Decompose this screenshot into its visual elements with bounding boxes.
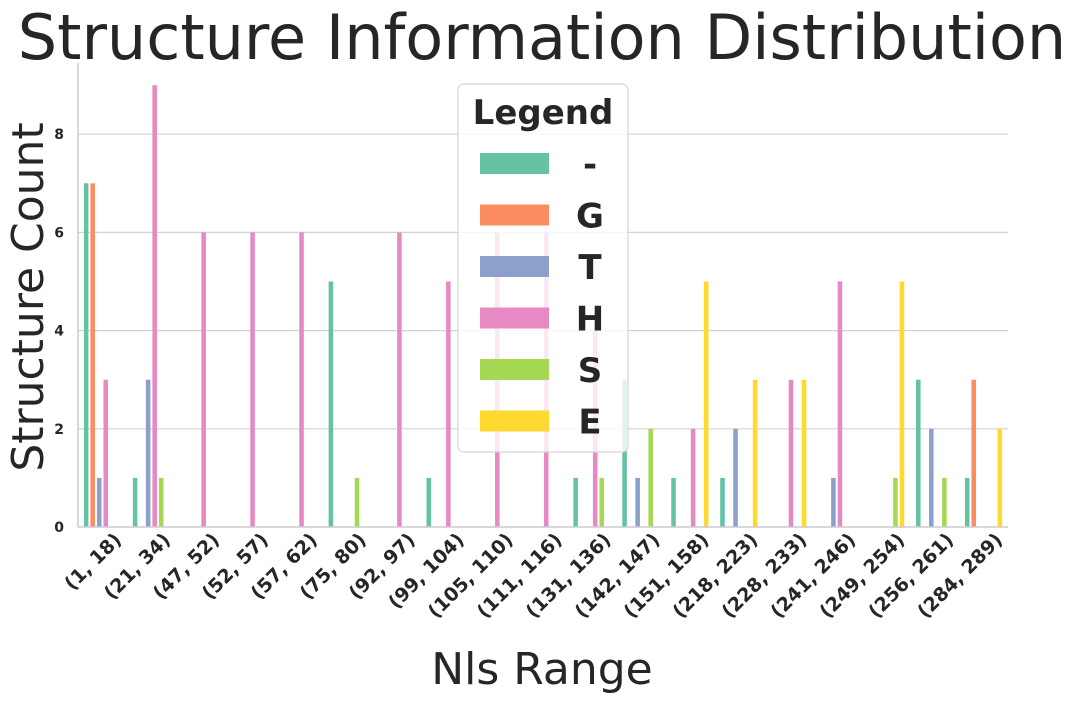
y-axis-label: Structure Count <box>3 122 54 471</box>
bar <box>299 232 304 527</box>
legend-swatch <box>480 153 549 174</box>
legend-swatch <box>480 256 549 277</box>
legend-label: S <box>578 351 603 391</box>
legend-swatch <box>480 410 549 432</box>
legend-label: G <box>576 197 604 237</box>
bar <box>997 428 1003 527</box>
bar <box>893 477 898 527</box>
y-tick-label: 6 <box>54 225 64 241</box>
bar <box>354 477 360 527</box>
bar <box>671 477 676 527</box>
bar <box>446 281 451 527</box>
x-axis-label: Nls Range <box>431 644 653 695</box>
bar <box>801 379 807 527</box>
y-tick-label: 8 <box>54 127 64 143</box>
y-tick-labels: 0 2 4 6 8 <box>54 127 64 536</box>
legend-label: - <box>583 145 597 185</box>
y-tick-label: 0 <box>54 520 64 536</box>
bar <box>397 232 402 527</box>
bar <box>942 477 947 527</box>
bar <box>250 232 255 527</box>
y-tick-label: 4 <box>54 324 64 340</box>
legend-label: T <box>578 248 602 288</box>
bar <box>573 477 578 527</box>
legend-swatch <box>480 359 549 380</box>
bar <box>733 428 738 527</box>
bar <box>426 477 432 527</box>
y-tick-label: 2 <box>54 422 64 438</box>
bar <box>599 477 605 527</box>
bar <box>788 379 794 527</box>
bar <box>158 477 164 527</box>
legend-swatch <box>480 204 549 226</box>
legend-title: Legend <box>473 93 614 133</box>
x-tick-labels: (1, 18)(21, 34)(47, 52)(52, 57)(57, 62)(… <box>60 529 1007 623</box>
bar <box>964 477 970 527</box>
bar <box>83 183 89 527</box>
bar <box>103 379 109 527</box>
bar <box>635 477 640 527</box>
bar <box>132 477 138 527</box>
bar <box>720 477 725 527</box>
bar <box>831 477 836 527</box>
bar <box>90 183 95 527</box>
bar <box>837 281 843 527</box>
bar <box>145 379 151 527</box>
bar <box>622 379 627 527</box>
legend-label: H <box>576 300 604 340</box>
bar <box>201 232 206 527</box>
bar <box>929 428 934 527</box>
bar <box>648 428 653 527</box>
bar <box>703 281 709 527</box>
bar <box>899 281 905 527</box>
bar <box>152 85 157 527</box>
bar <box>752 379 758 527</box>
legend-label: E <box>578 403 601 443</box>
bar <box>915 379 921 527</box>
bar <box>328 281 334 527</box>
chart-title: Structure Information Distribution <box>18 1 1066 74</box>
legend-swatch <box>480 307 549 329</box>
bar <box>971 379 977 527</box>
bar <box>690 428 696 527</box>
bar <box>96 477 102 527</box>
